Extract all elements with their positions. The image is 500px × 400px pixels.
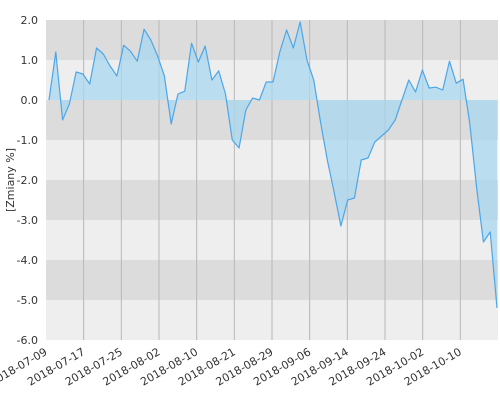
- y-axis-ticks: 2.0 1.0 0.0 -1.0 -2.0 -3.0 -4.0 -5.0 -6.0: [17, 14, 38, 347]
- y-tick-label: -2.0: [17, 174, 38, 187]
- y-axis-label: [Zmiany %]: [4, 148, 17, 212]
- y-tick-label: -4.0: [17, 254, 38, 267]
- y-tick-label: 2.0: [21, 14, 39, 27]
- y-tick-label: -1.0: [17, 134, 38, 147]
- y-tick-label: -5.0: [17, 294, 38, 307]
- series-line: [48, 21, 498, 309]
- x-axis-ticks: 2018-07-092018-07-172018-07-252018-08-02…: [0, 345, 464, 388]
- y-tick-label: -3.0: [17, 214, 38, 227]
- series-area: [48, 21, 498, 309]
- y-tick-label: 1.0: [21, 54, 39, 67]
- y-tick-label: -6.0: [17, 334, 38, 347]
- series-area-fill: [49, 22, 497, 308]
- y-tick-label: 0.0: [21, 94, 39, 107]
